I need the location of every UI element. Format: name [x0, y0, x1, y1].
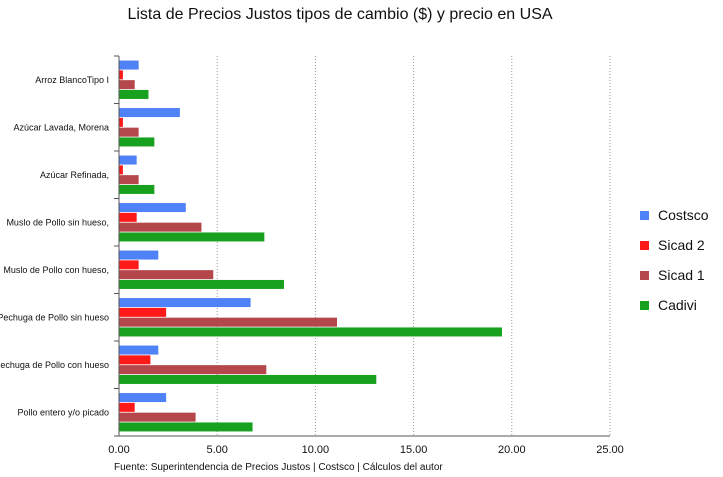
bar-cadivi [119, 184, 155, 194]
x-tick-label: 15.00 [400, 444, 428, 456]
bar-sicad-2 [119, 212, 137, 222]
bar-costsco [119, 155, 137, 165]
chart-title: Lista de Precios Justos tipos de cambio … [127, 6, 553, 23]
bar-sicad-2 [119, 70, 123, 80]
x-tick-label: 25.00 [596, 444, 624, 456]
bar-cadivi [119, 137, 155, 147]
bar-sicad-1 [119, 270, 214, 280]
legend-label: Costsco [658, 207, 709, 223]
bar-cadivi [119, 422, 253, 432]
legend-label: Sicad 2 [658, 237, 705, 253]
bar-costsco [119, 203, 186, 213]
y-category-label: Muslo de Pollo con hueso, [3, 265, 109, 275]
bar-sicad-1 [119, 365, 267, 375]
x-tick-label: 5.00 [206, 444, 227, 456]
legend-label: Sicad 1 [658, 267, 705, 283]
bar-cadivi [119, 327, 502, 337]
bar-cadivi [119, 89, 149, 99]
y-category-label: Pollo entero y/o picado [17, 407, 109, 417]
bar-sicad-1 [119, 80, 135, 90]
bar-sicad-2 [119, 307, 167, 317]
bar-sicad-2 [119, 355, 151, 365]
bar-sicad-1 [119, 317, 338, 327]
y-category-label: Azúcar Refinada, [40, 170, 109, 180]
legend-label: Cadivi [658, 297, 697, 313]
bar-sicad-1 [119, 175, 139, 185]
bar-cadivi [119, 374, 377, 384]
legend: Costsco Sicad 2 Sicad 1 Cadivi [640, 200, 709, 320]
x-tick-label: 10.00 [302, 444, 330, 456]
bar-cadivi [119, 279, 284, 289]
legend-item: Sicad 2 [640, 230, 709, 260]
bar-sicad-1 [119, 222, 202, 232]
x-tick-label: 0.00 [108, 444, 129, 456]
source-note: Fuente: Superintendencia de Precios Just… [114, 462, 443, 473]
bar-sicad-1 [119, 127, 139, 137]
y-category-label: Muslo de Pollo sin hueso, [6, 217, 109, 227]
legend-item: Cadivi [640, 290, 709, 320]
bar-sicad-2 [119, 117, 123, 127]
y-category-label: Pechuga de Pollo sin hueso [0, 312, 109, 322]
bar-costsco [119, 298, 251, 308]
y-category-label: Azúcar Lavada, Morena [13, 122, 109, 132]
legend-swatch [640, 210, 649, 220]
bar-sicad-2 [119, 260, 139, 270]
bar-cadivi [119, 232, 265, 242]
legend-swatch [640, 270, 649, 280]
legend-item: Sicad 1 [640, 260, 709, 290]
legend-item: Costsco [640, 200, 709, 230]
bar-costsco [119, 393, 167, 403]
y-category-label: Arroz BlancoTipo I [35, 75, 109, 85]
bar-costsco [119, 108, 180, 118]
legend-swatch [640, 300, 649, 310]
bar-sicad-2 [119, 165, 123, 175]
bar-costsco [119, 250, 159, 260]
y-category-label: Pechuga de Pollo con hueso [0, 360, 109, 370]
bar-costsco [119, 345, 159, 355]
bar-sicad-1 [119, 412, 196, 422]
bar-costsco [119, 60, 139, 70]
bar-sicad-2 [119, 402, 135, 412]
x-tick-label: 20.00 [498, 444, 526, 456]
legend-swatch [640, 240, 649, 250]
